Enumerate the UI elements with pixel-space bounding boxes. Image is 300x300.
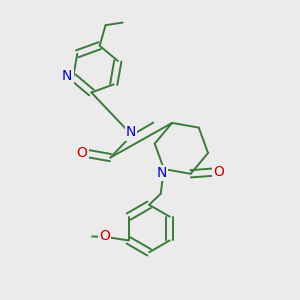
Text: O: O — [76, 146, 87, 160]
Text: N: N — [156, 166, 166, 180]
Text: N: N — [126, 125, 136, 140]
Text: N: N — [62, 69, 72, 82]
Text: O: O — [99, 229, 110, 243]
Text: O: O — [214, 165, 224, 179]
